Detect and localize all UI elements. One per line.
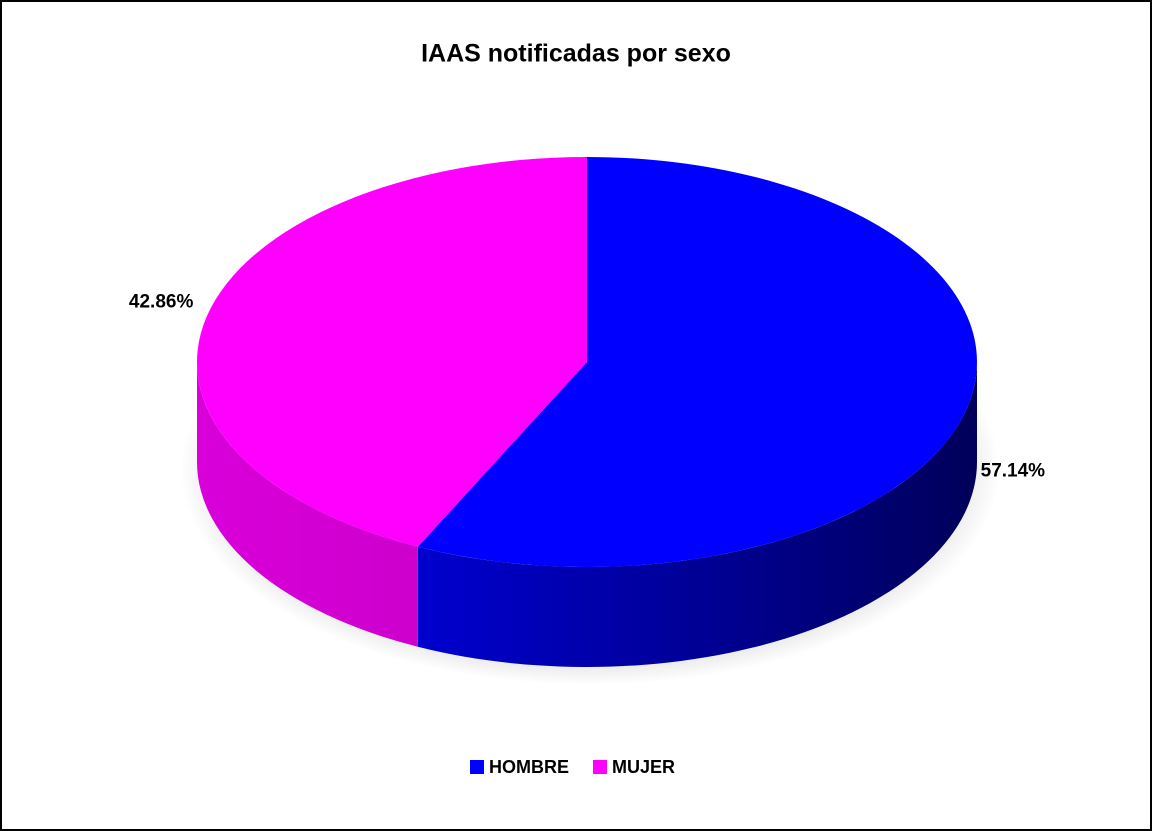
pie-slice	[196, 157, 587, 547]
pie-slice-side	[417, 362, 978, 668]
legend-label: HOMBRE	[489, 757, 569, 777]
data-label: 42.86%	[129, 292, 194, 313]
legend-swatch	[593, 760, 607, 774]
chart-title: IAAS notificadas por sexo	[421, 40, 731, 68]
pie-slice-side	[196, 362, 418, 647]
pie-slice	[417, 157, 978, 567]
data-label: 57.14%	[981, 460, 1046, 481]
legend-label: MUJER	[612, 757, 675, 777]
legend-swatch	[470, 760, 484, 774]
